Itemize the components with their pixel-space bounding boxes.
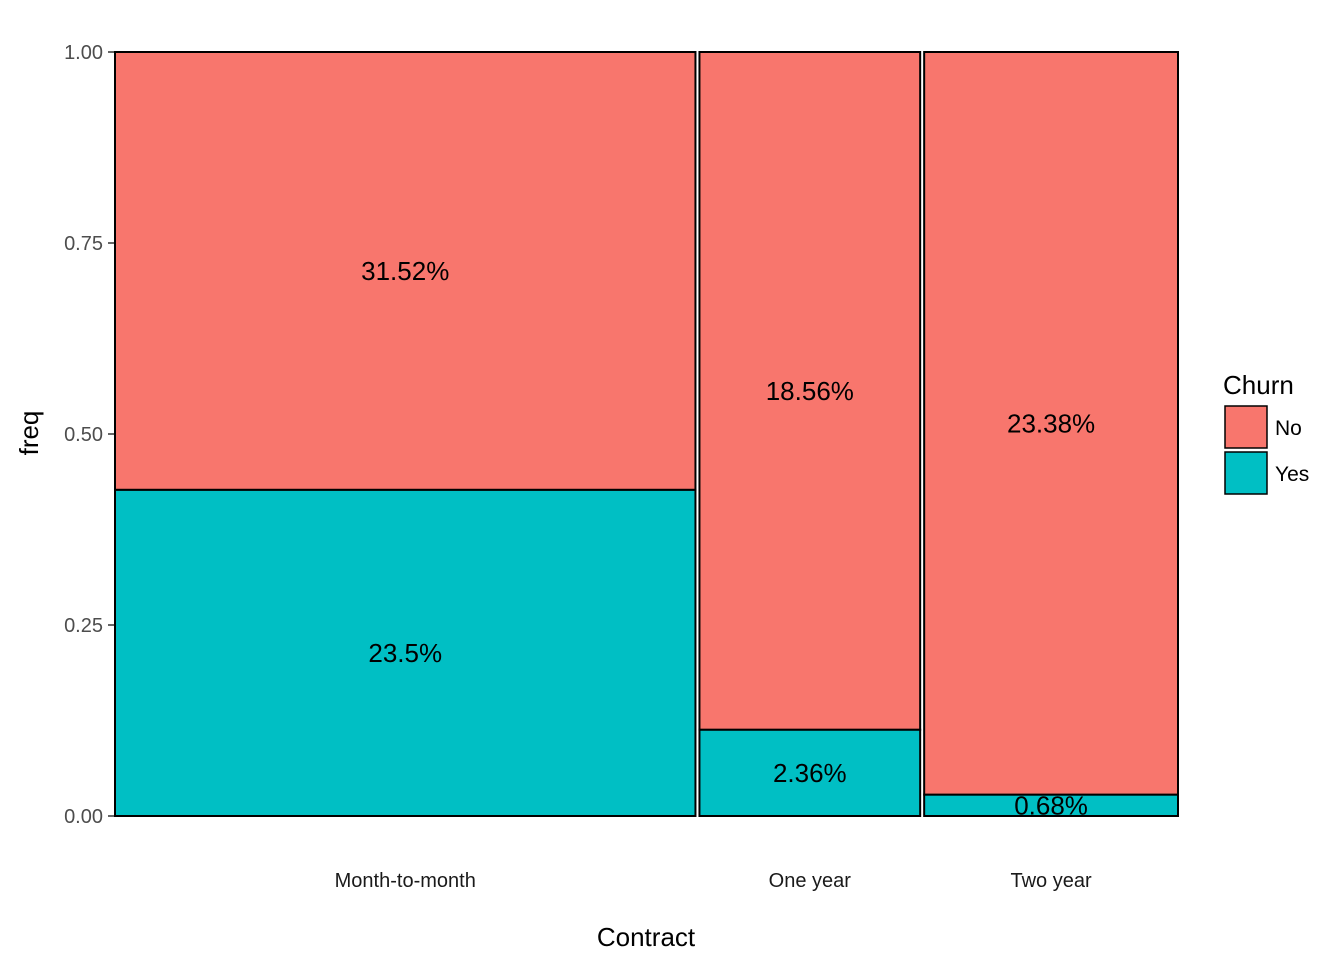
tile-no bbox=[114, 51, 697, 491]
y-axis: 0.00 0.25 0.50 0.75 1.00 bbox=[64, 42, 115, 828]
y-tick-label: 0.00 bbox=[64, 806, 103, 828]
data-label: 18.56% bbox=[766, 376, 854, 406]
legend-key-yes bbox=[1224, 451, 1268, 495]
x-axis: Month-to-month One year Two year bbox=[335, 870, 1092, 892]
data-label: 2.36% bbox=[773, 758, 847, 788]
data-label: 31.52% bbox=[361, 256, 449, 286]
y-tick-label: 0.75 bbox=[64, 233, 103, 255]
data-labels: 23.5% 31.52% 2.36% 18.56% 0.68% 23.38% bbox=[361, 256, 1095, 820]
legend-key-no bbox=[1224, 405, 1268, 449]
data-label: 23.5% bbox=[368, 638, 442, 668]
y-tick-label: 1.00 bbox=[64, 42, 103, 64]
data-label: 0.68% bbox=[1014, 790, 1088, 820]
legend-label: Yes bbox=[1275, 463, 1309, 486]
y-tick-label: 0.50 bbox=[64, 424, 103, 446]
legend-title: Churn bbox=[1223, 370, 1294, 400]
tile-yes bbox=[114, 488, 697, 817]
y-axis-title: freq bbox=[14, 411, 44, 456]
x-tick-label: One year bbox=[769, 870, 852, 892]
x-axis-title: Contract bbox=[597, 922, 696, 952]
tile-no bbox=[698, 51, 922, 731]
data-label: 23.38% bbox=[1007, 408, 1095, 438]
y-tick-label: 0.25 bbox=[64, 615, 103, 637]
legend: Churn No Yes bbox=[1223, 370, 1309, 495]
tile-no bbox=[923, 51, 1179, 796]
x-tick-label: Two year bbox=[1011, 870, 1092, 892]
x-tick-label: Month-to-month bbox=[335, 870, 476, 892]
legend-label: No bbox=[1275, 417, 1302, 440]
plot-panel bbox=[114, 51, 1179, 818]
